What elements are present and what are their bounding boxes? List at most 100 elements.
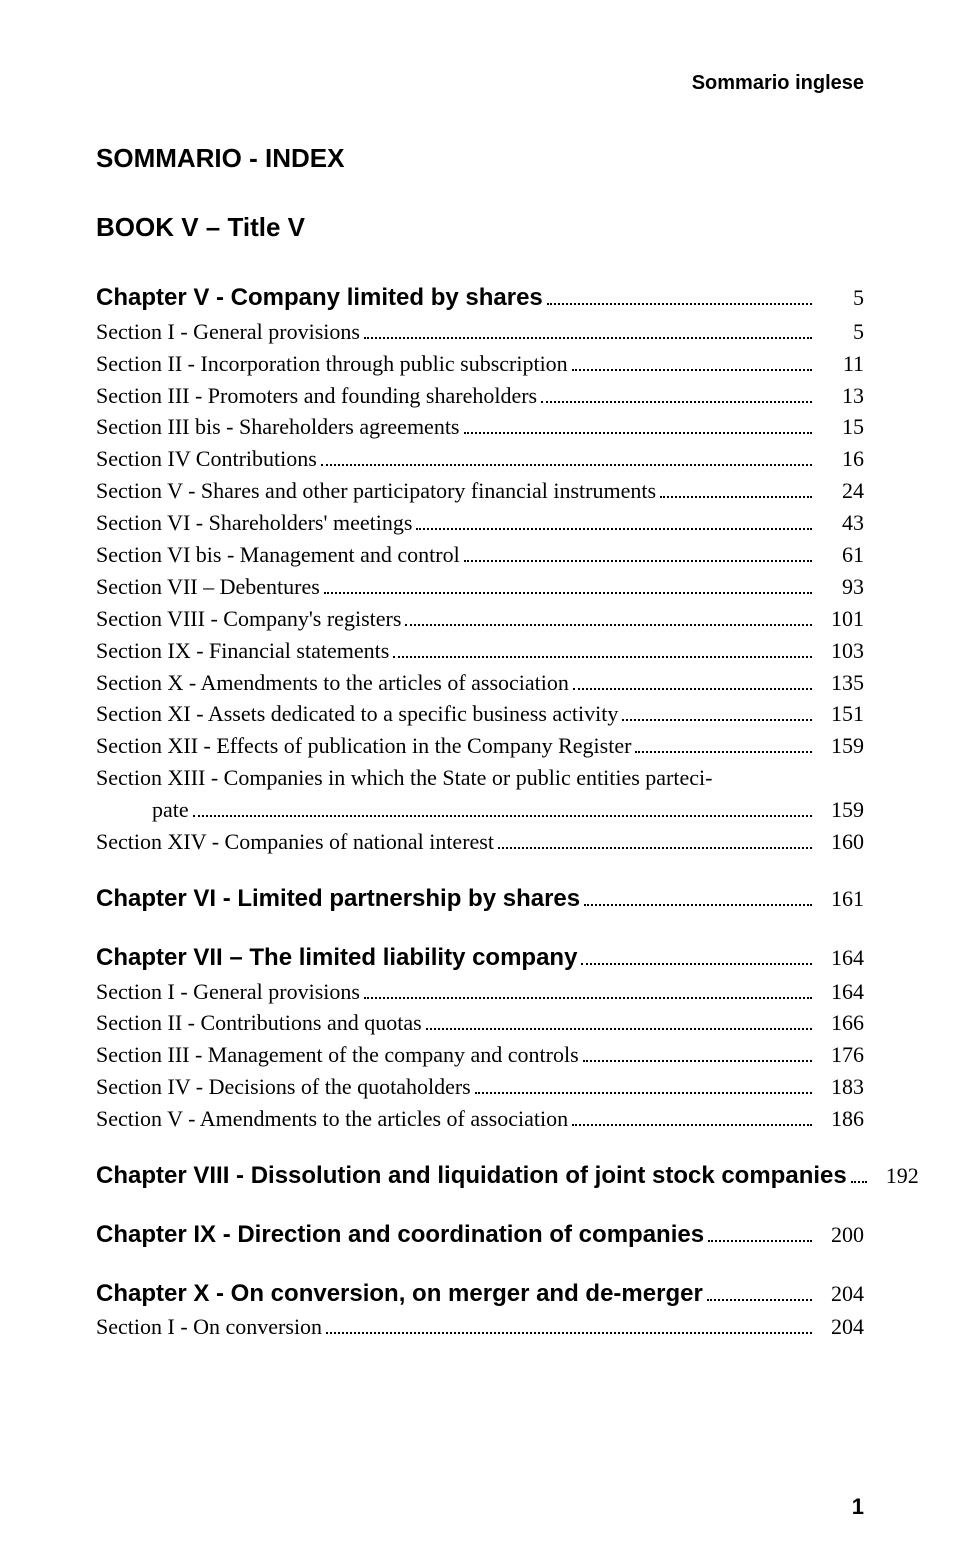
toc-page-number: 11	[816, 348, 864, 380]
toc-page-number: 5	[816, 282, 864, 314]
toc-label: Section I - On conversion	[96, 1311, 322, 1343]
toc-page-number: 61	[816, 539, 864, 571]
toc-section-entry: Section VI bis - Management and control6…	[96, 539, 864, 571]
toc-page-number: 160	[816, 826, 864, 858]
toc-page-number: 5	[816, 316, 864, 348]
main-title: SOMMARIO - INDEX	[96, 143, 864, 174]
toc-leader-dots	[547, 303, 812, 305]
toc-label: Section III - Management of the company …	[96, 1039, 579, 1071]
toc-label: Chapter VIII - Dissolution and liquidati…	[96, 1159, 847, 1194]
toc-spacer	[96, 1135, 864, 1159]
toc-chapter-entry: Chapter IX - Direction and coordination …	[96, 1218, 864, 1253]
toc-page-number: 43	[816, 507, 864, 539]
toc-label: Chapter VII – The limited liability comp…	[96, 941, 577, 976]
toc-section-entry: Section XII - Effects of publication in …	[96, 730, 864, 762]
toc-label: Section II - Incorporation through publi…	[96, 348, 568, 380]
toc-section-entry: Section VIII - Company's registers 101	[96, 603, 864, 635]
toc-leader-dots	[364, 997, 812, 999]
toc-leader-dots	[581, 963, 812, 965]
toc-leader-dots	[324, 592, 812, 594]
toc-label: Section II - Contributions and quotas	[96, 1007, 422, 1039]
toc-label: Section I - General provisions	[96, 316, 360, 348]
toc-section-entry: Section V - Amendments to the articles o…	[96, 1103, 864, 1135]
toc-page-number: 135	[816, 667, 864, 699]
toc-section-entry: Section II - Contributions and quotas 166	[96, 1007, 864, 1039]
toc-page-number: 176	[816, 1039, 864, 1071]
toc-entry-multiline: Section XIII - Companies in which the St…	[96, 762, 864, 794]
toc-section-entry: Section III - Promoters and founding sha…	[96, 380, 864, 412]
toc-page-number: 159	[816, 730, 864, 762]
toc-leader-dots	[321, 464, 812, 466]
toc-leader-dots	[573, 688, 812, 690]
toc-spacer	[96, 1194, 864, 1218]
toc-leader-dots	[364, 337, 812, 339]
toc-leader-dots	[498, 847, 812, 849]
toc-section-entry: Section I - General provisions 5	[96, 316, 864, 348]
toc-section-entry: Section III - Management of the company …	[96, 1039, 864, 1071]
toc-leader-dots	[193, 815, 812, 817]
toc-label: Section V - Shares and other participato…	[96, 475, 656, 507]
toc-leader-dots	[416, 528, 812, 530]
toc-page-number: 93	[816, 571, 864, 603]
toc-leader-dots	[622, 719, 812, 721]
toc-page-number: 186	[816, 1103, 864, 1135]
toc-leader-dots	[405, 624, 812, 626]
toc-spacer	[96, 917, 864, 941]
toc-section-entry: Section V - Shares and other participato…	[96, 475, 864, 507]
toc-page-number: 101	[816, 603, 864, 635]
toc-section-entry: Section XI - Assets dedicated to a speci…	[96, 698, 864, 730]
toc-leader-dots	[572, 1124, 812, 1126]
toc-chapter-entry: Chapter X - On conversion, on merger and…	[96, 1277, 864, 1312]
header-running-title: Sommario inglese	[96, 72, 864, 95]
book-title: BOOK V – Title V	[96, 212, 864, 243]
toc-section-entry: Section II - Incorporation through publi…	[96, 348, 864, 380]
toc-label: Section VIII - Company's registers	[96, 603, 401, 635]
toc-label: Section IV Contributions	[96, 443, 317, 475]
toc-page-number: 183	[816, 1071, 864, 1103]
toc-page-number: 103	[816, 635, 864, 667]
toc-label: Section XIV - Companies of national inte…	[96, 826, 494, 858]
toc-leader-dots	[426, 1028, 812, 1030]
toc-chapter-entry: Chapter V - Company limited by shares 5	[96, 281, 864, 316]
toc-label: Section VI - Shareholders' meetings	[96, 507, 412, 539]
toc-page-number: 192	[871, 1160, 919, 1192]
toc-page-number: 166	[816, 1007, 864, 1039]
toc-leader-dots	[393, 656, 812, 658]
toc-leader-dots	[851, 1181, 867, 1183]
toc-page-number: 164	[816, 976, 864, 1008]
toc-section-entry: Section I - General provisions164	[96, 976, 864, 1008]
toc-label: Chapter V - Company limited by shares	[96, 281, 543, 316]
toc-label: Chapter VI - Limited partnership by shar…	[96, 882, 580, 917]
toc-leader-dots	[326, 1332, 812, 1334]
toc-section-entry: Section III bis - Shareholders agreement…	[96, 411, 864, 443]
toc-label: Section III - Promoters and founding sha…	[96, 380, 537, 412]
toc-leader-dots	[475, 1092, 812, 1094]
toc-leader-dots	[708, 1240, 812, 1242]
toc-section-entry: Section XIV - Companies of national inte…	[96, 826, 864, 858]
toc-page-number: 16	[816, 443, 864, 475]
toc-label: Section IV - Decisions of the quotaholde…	[96, 1071, 471, 1103]
toc-section-entry: Section IX - Financial statements 103	[96, 635, 864, 667]
toc-page-number: 15	[816, 411, 864, 443]
toc-page-number: 204	[816, 1311, 864, 1343]
toc-leader-dots	[464, 432, 813, 434]
toc-spacer	[96, 858, 864, 882]
toc-page-number: 200	[816, 1219, 864, 1251]
toc-label: pate	[96, 794, 189, 826]
toc-leader-dots	[541, 401, 812, 403]
toc-section-entry: Section IV - Decisions of the quotaholde…	[96, 1071, 864, 1103]
toc-page-number: 151	[816, 698, 864, 730]
toc-label: Chapter X - On conversion, on merger and…	[96, 1277, 703, 1312]
toc-label: Chapter IX - Direction and coordination …	[96, 1218, 704, 1253]
toc-chapter-entry: Chapter VI - Limited partnership by shar…	[96, 882, 864, 917]
toc-leader-dots	[707, 1299, 812, 1301]
toc-page-number: 24	[816, 475, 864, 507]
toc-spacer	[96, 1253, 864, 1277]
toc-section-entry: Section X - Amendments to the articles o…	[96, 667, 864, 699]
page-number: 1	[852, 1494, 864, 1520]
toc-leader-dots	[572, 369, 812, 371]
toc-chapter-entry: Chapter VII – The limited liability comp…	[96, 941, 864, 976]
toc-label: Section III bis - Shareholders agreement…	[96, 411, 460, 443]
toc-label: Section XII - Effects of publication in …	[96, 730, 631, 762]
toc-label: Section IX - Financial statements	[96, 635, 389, 667]
